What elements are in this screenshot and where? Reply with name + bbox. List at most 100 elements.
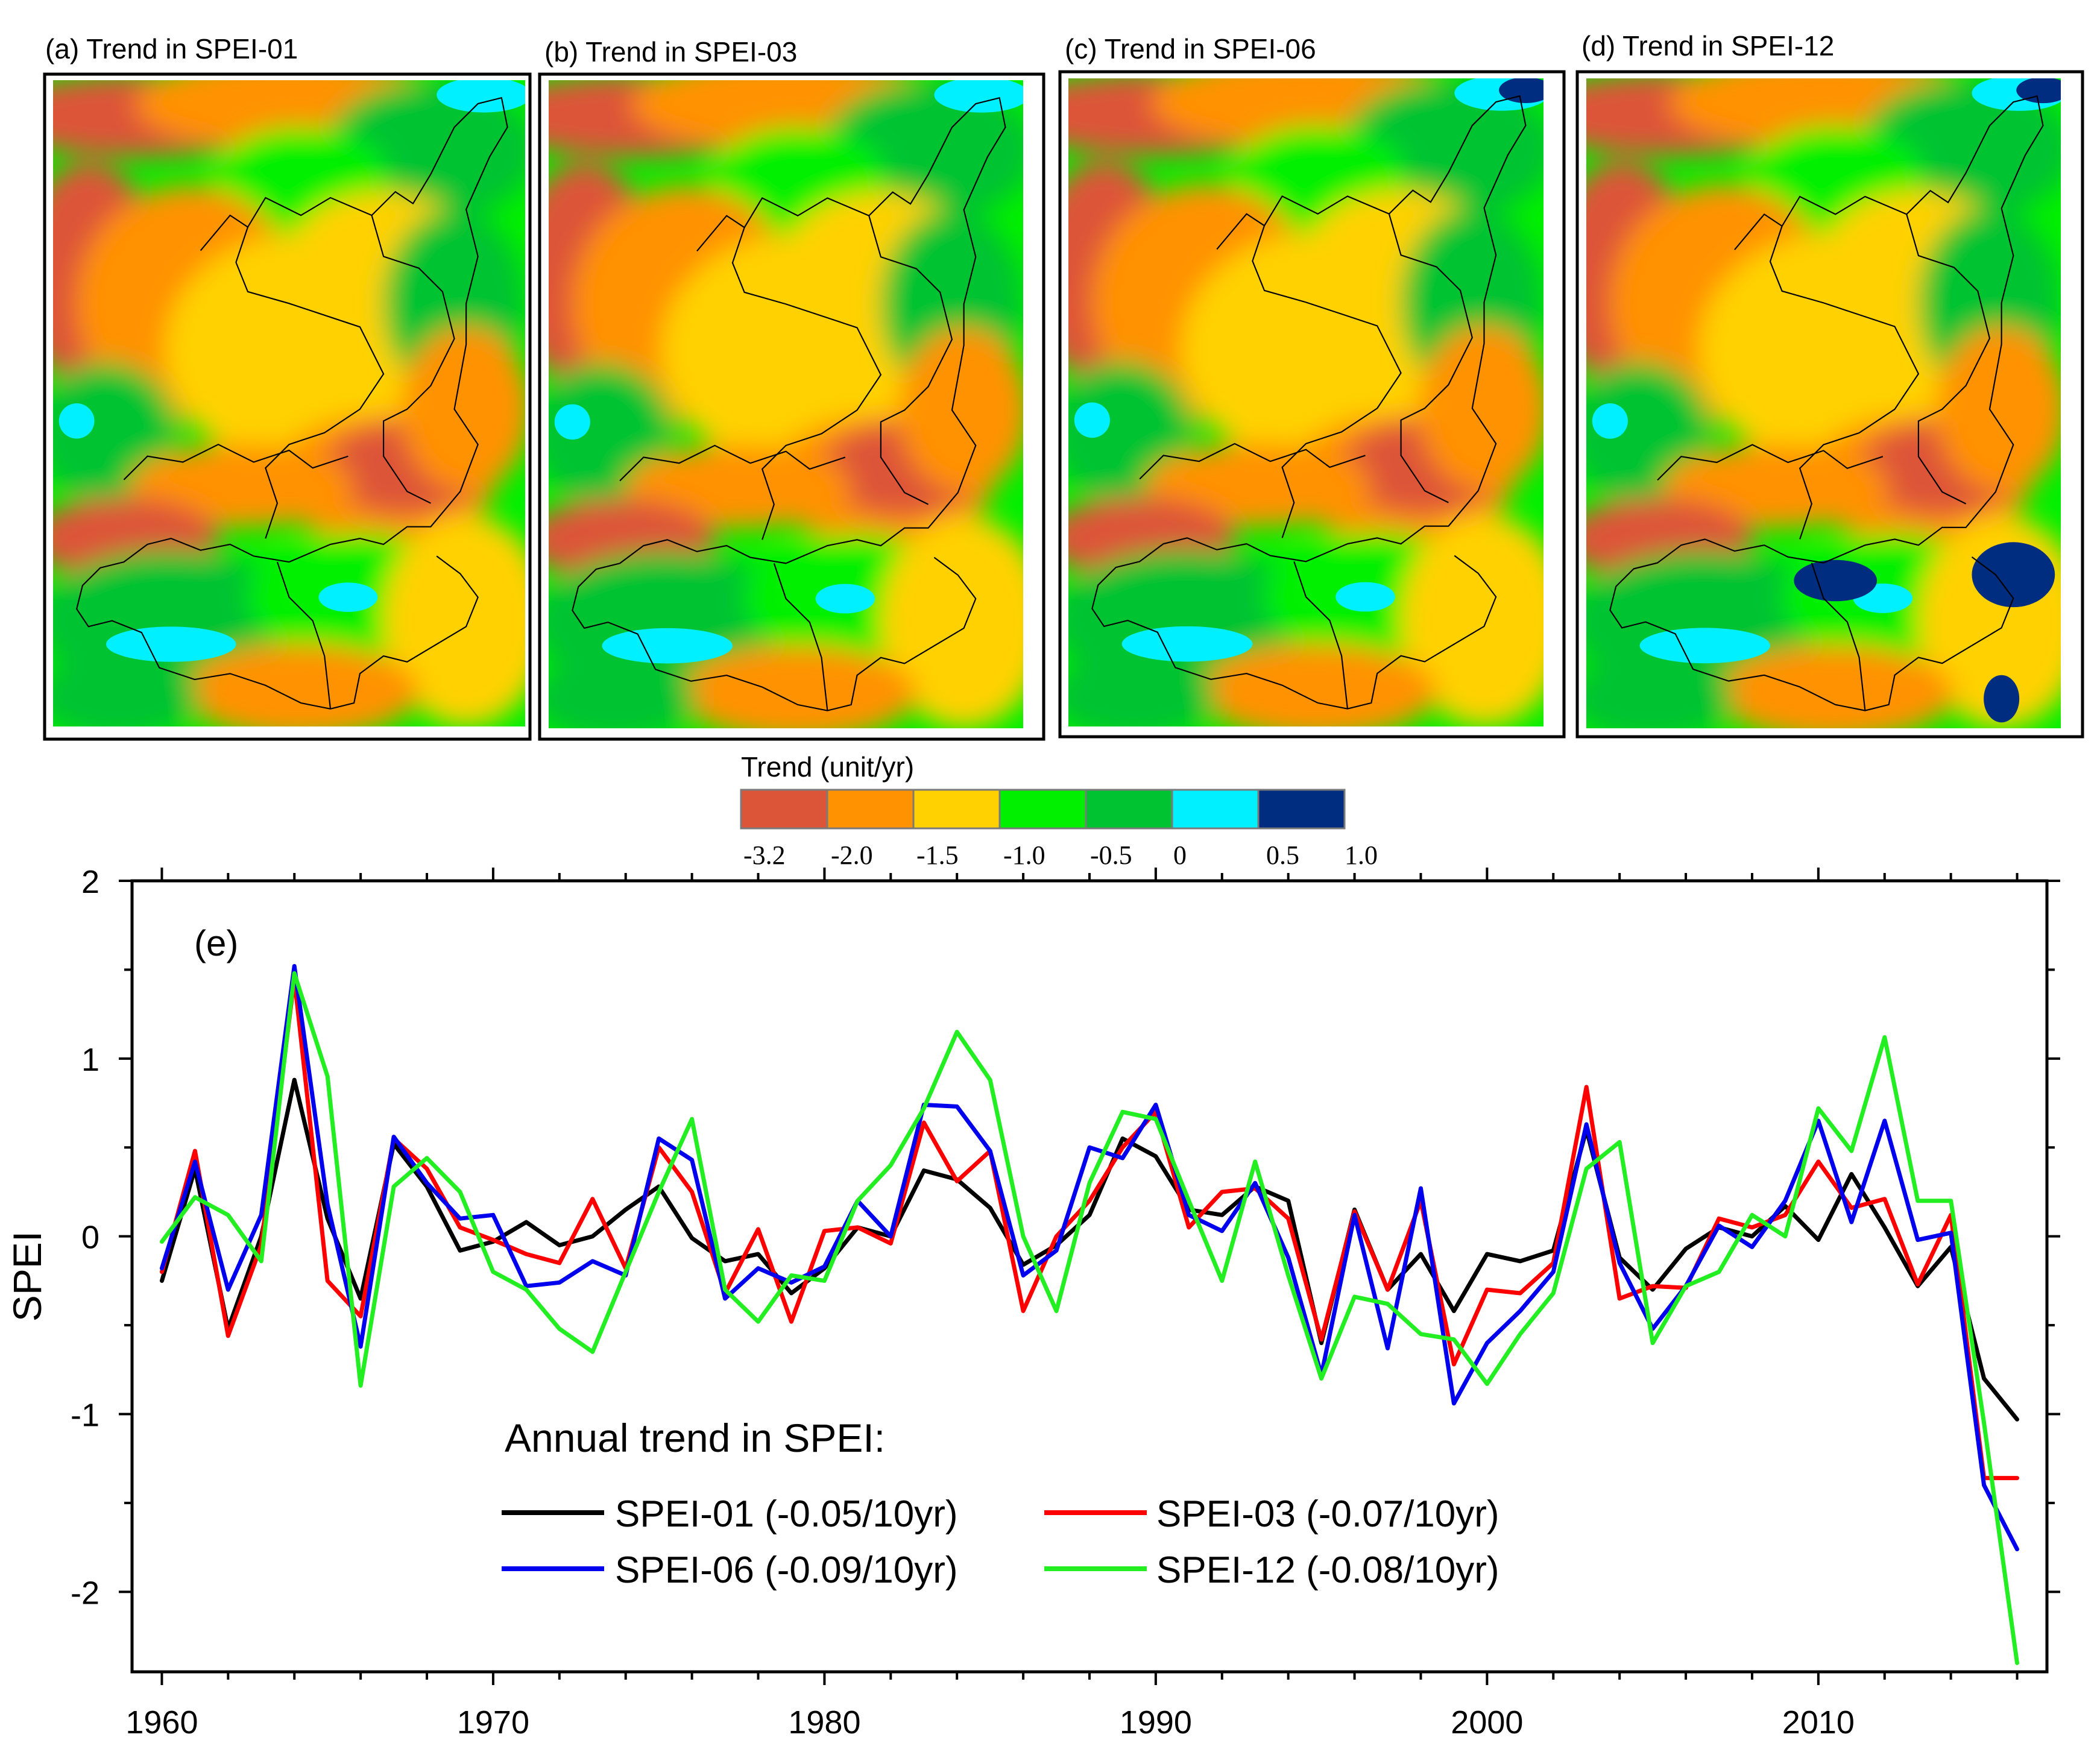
trend-zone — [1586, 657, 1735, 728]
trend-zone — [1074, 402, 1110, 438]
trend-zone — [58, 403, 95, 439]
trend-zone — [1794, 559, 1878, 602]
trend-zone — [106, 626, 236, 662]
colorbar-tick-label: 1.0 — [1345, 840, 1378, 870]
colorbar-tick-label: -1.5 — [916, 840, 959, 870]
trend-zone — [130, 444, 355, 527]
colorbar-cell-3 — [998, 789, 1087, 830]
trend-zone — [679, 646, 916, 728]
trend-zone — [401, 327, 525, 492]
panel-a: (a) Trend in SPEI-01 — [43, 33, 532, 741]
colorbar-cell-5 — [1171, 789, 1260, 830]
map-field — [549, 80, 1023, 728]
province-boundary — [1139, 443, 1366, 480]
province-boundary — [1769, 225, 1920, 540]
colorbar-cell-2 — [912, 789, 1001, 830]
panel-b-map — [549, 80, 1023, 728]
y-tick-label: 1 — [81, 1042, 99, 1078]
y-tick-label: -1 — [71, 1397, 99, 1433]
panel-e-label: (e) — [194, 923, 238, 963]
trend-zone — [1499, 78, 1543, 104]
series-line-spei-06 — [160, 964, 2019, 1552]
trend-zone — [1199, 644, 1437, 726]
province-boundary — [868, 215, 953, 505]
trend-zone — [53, 656, 201, 726]
panel-d-label: (d) Trend in SPEI-12 — [1581, 30, 1834, 61]
legend-label-spei-06: SPEI-06 (-0.09/10yr) — [615, 1549, 958, 1591]
province-boundary — [371, 215, 455, 504]
y-tick-label: -2 — [71, 1575, 99, 1611]
trend-zone — [880, 516, 1023, 728]
panel-c-map — [1068, 78, 1543, 726]
trend-zone — [1121, 626, 1253, 662]
province-boundary — [773, 563, 828, 711]
series-line-spei-01 — [160, 1077, 2019, 1422]
trend-zone — [2016, 78, 2061, 104]
colorbar-tick-label: -0.5 — [1090, 840, 1132, 870]
y-tick-labels: -2 -1 0 1 2 — [71, 864, 99, 1611]
map-panels: (a) Trend in SPEI-01 (b) Trend in SPEI-0… — [43, 30, 2084, 741]
colorbar-cell-1 — [826, 789, 915, 830]
y-tick-label: 2 — [81, 864, 99, 900]
province-boundary — [1811, 562, 1866, 711]
trend-zone — [1936, 326, 2061, 492]
province-boundary — [1388, 213, 1473, 503]
province-boundary — [1657, 444, 1884, 481]
province-boundary — [1252, 225, 1402, 538]
x-tick-label: 1960 — [125, 1704, 198, 1741]
trend-zone — [1068, 655, 1217, 726]
legend-label-spei-03: SPEI-03 (-0.07/10yr) — [1156, 1493, 1499, 1535]
province-boundary — [1293, 561, 1349, 709]
y-axis-label: SPEI — [5, 1231, 49, 1322]
series-line-spei-03 — [160, 976, 2019, 1481]
trend-zone — [898, 327, 1023, 493]
colorbar-title: Trend (unit/yr) — [741, 751, 914, 783]
trend-zone — [1419, 326, 1543, 491]
colorbar-tick-label: -3.2 — [743, 840, 786, 870]
panel-d-map — [1586, 78, 2061, 728]
panel-b: (b) Trend in SPEI-03 — [538, 36, 1045, 741]
panel-d: (d) Trend in SPEI-12 — [1575, 30, 2084, 739]
province-boundary — [123, 444, 348, 481]
colorbar-cell-0 — [740, 789, 828, 830]
province-boundary — [731, 227, 882, 540]
colorbar-tick-label: 0.5 — [1266, 840, 1299, 870]
colorbar-tick-label: -1.0 — [1003, 840, 1045, 870]
province-boundary — [1906, 214, 1991, 505]
trend-zone — [625, 445, 851, 528]
trend-zone — [1639, 628, 1770, 664]
trend-zone — [1717, 645, 1954, 728]
trend-zone — [183, 644, 419, 726]
colorbar-tick-label: -2.0 — [831, 840, 873, 870]
series-lines — [160, 964, 2019, 1665]
trend-zone — [1984, 675, 2020, 723]
map-field — [53, 80, 525, 726]
trend-zone — [549, 657, 697, 728]
panel-c: (c) Trend in SPEI-06 — [1058, 33, 1566, 739]
line-chart: 1960 1970 1980 1990 2000 2010 -2 -1 0 1 2 SPEI (e… — [5, 864, 2060, 1741]
trend-zone — [1972, 542, 2055, 608]
trend-zone — [602, 628, 733, 664]
panel-c-label: (c) Trend in SPEI-06 — [1065, 33, 1316, 65]
panel-a-label: (a) Trend in SPEI-01 — [45, 33, 298, 65]
trend-zone — [437, 80, 525, 113]
trend-zone — [383, 515, 525, 726]
colorbar-tick-label: 0 — [1173, 840, 1187, 870]
colorbar: Trend (unit/yr) -3.2 -2.0 -1.5 -1.0 -0.5 0 0.5… — [740, 751, 1378, 870]
y-tick-label: 0 — [81, 1220, 99, 1256]
plot-frame — [130, 879, 2049, 1674]
legend: Annual trend in SPEI: SPEI-01 (-0.05/10y… — [502, 1416, 1499, 1591]
colorbar-ticks: -3.2 -2.0 -1.5 -1.0 -0.5 0 0.5 1.0 — [743, 840, 1378, 870]
province-boundary — [619, 444, 846, 482]
x-tick-labels: 1960 1970 1980 1990 2000 2010 — [125, 1704, 1855, 1741]
province-boundary — [235, 227, 385, 539]
trend-zone — [1146, 443, 1372, 526]
trend-zone — [815, 584, 875, 614]
axis-ticks — [119, 868, 2060, 1685]
map-field — [1068, 78, 1543, 726]
province-boundary — [1609, 95, 2044, 711]
trend-zone — [1401, 514, 1543, 726]
x-tick-label: 1980 — [788, 1704, 860, 1741]
legend-label-spei-12: SPEI-12 (-0.08/10yr) — [1156, 1549, 1499, 1591]
